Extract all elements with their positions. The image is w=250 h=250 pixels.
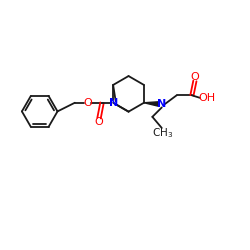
Text: O: O <box>83 98 92 108</box>
Text: OH: OH <box>198 93 215 103</box>
Text: O: O <box>95 117 104 127</box>
Text: N: N <box>157 99 166 109</box>
Text: CH$_3$: CH$_3$ <box>152 126 174 140</box>
Text: N: N <box>108 98 118 108</box>
Text: O: O <box>190 72 199 82</box>
Polygon shape <box>144 102 159 106</box>
